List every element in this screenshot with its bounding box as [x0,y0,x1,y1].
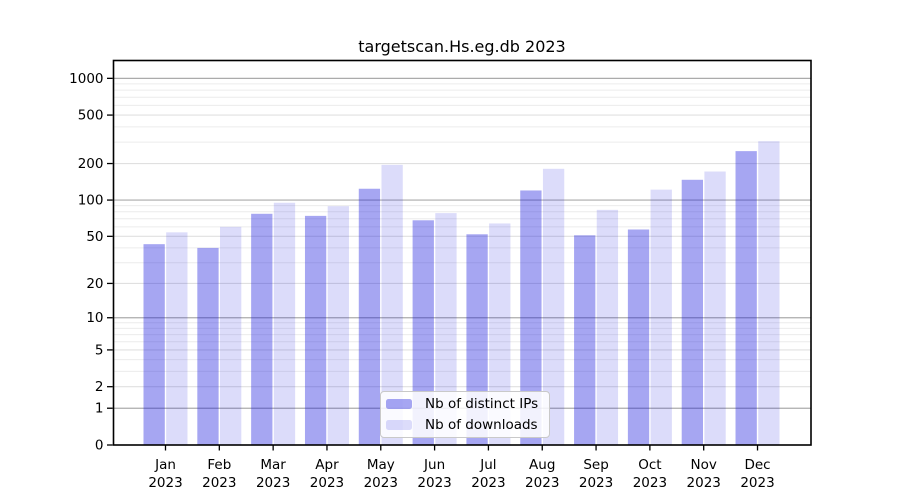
bar-nb-of-downloads-nov [704,171,726,445]
x-tick-label-year-jul: 2023 [471,475,505,491]
y-tick-label-5: 5 [95,342,104,358]
legend-item-downloads: Nb of downloads [386,417,549,434]
x-tick-label-month-oct: Oct [638,457,661,473]
x-tick-label-year-nov: 2023 [687,475,721,491]
bar-nb-of-downloads-aug [542,168,565,445]
x-tick-label-year-sep: 2023 [579,475,613,491]
x-tick-label-month-jul: Jul [479,457,496,473]
bar-nb-of-distinct-ips-apr [304,215,327,445]
x-tick-label-year-apr: 2023 [310,475,344,491]
bar-nb-of-downloads-may [381,164,403,445]
x-tick-label-year-jan: 2023 [148,475,182,491]
bar-nb-of-downloads-oct [650,189,672,445]
bar-nb-of-downloads-jul [489,223,511,445]
bar-nb-of-distinct-ips-jan [143,244,165,445]
bar-nb-of-downloads-dec [758,141,780,445]
bar-nb-of-downloads-sep [596,209,619,445]
x-tick-label-month-may: May [367,457,395,473]
y-tick-label-0: 0 [95,438,104,454]
y-tick-label-2: 2 [95,379,104,395]
bar-nb-of-downloads-mar [273,202,296,445]
bar-nb-of-distinct-ips-mar [251,213,273,445]
bar-nb-of-downloads-feb [220,226,242,445]
x-tick-label-year-mar: 2023 [256,475,290,491]
bar-nb-of-distinct-ips-dec [735,151,757,445]
x-tick-label-month-jan: Jan [154,457,176,473]
x-tick-label-year-aug: 2023 [525,475,559,491]
x-tick-label-year-jun: 2023 [417,475,451,491]
legend-item-distinct-ips: Nb of distinct IPs [386,396,549,413]
bar-nb-of-distinct-ips-nov [681,179,703,445]
x-tick-label-month-feb: Feb [207,457,231,473]
bar-nb-of-downloads-apr [327,206,349,445]
y-tick-label-500: 500 [78,108,104,124]
bar-nb-of-distinct-ips-may [358,188,381,445]
x-tick-label-month-mar: Mar [260,457,286,473]
bar-nb-of-distinct-ips-feb [197,247,219,445]
chart-title: targetscan.Hs.eg.db 2023 [358,37,566,56]
y-tick-label-1: 1 [95,401,104,417]
bar-nb-of-distinct-ips-aug [520,190,542,445]
legend-label-downloads: Nb of downloads [425,416,538,433]
legend-swatch-distinct-ips-icon [386,399,412,409]
x-tick-label-year-feb: 2023 [202,475,236,491]
plot-frame [112,59,812,446]
x-tick-label-month-sep: Sep [583,457,608,473]
bar-nb-of-distinct-ips-sep [574,235,596,445]
x-tick-label-month-jun: Jun [423,457,445,473]
y-tick-label-100: 100 [78,193,104,209]
x-tick-label-month-nov: Nov [691,457,717,473]
y-tick-label-1000: 1000 [69,71,103,87]
x-tick-label-year-oct: 2023 [633,475,667,491]
legend-label-distinct-ips: Nb of distinct IPs [425,395,539,412]
x-tick-label-year-dec: 2023 [740,475,774,491]
bar-nb-of-downloads-jun [435,213,457,445]
y-tick-label-50: 50 [86,229,103,245]
y-tick-label-10: 10 [86,310,103,326]
x-tick-label-month-apr: Apr [315,457,339,473]
x-tick-label-year-may: 2023 [364,475,398,491]
legend: Nb of distinct IPs Nb of downloads [380,391,550,438]
legend-swatch-downloads-icon [386,420,412,430]
y-tick-label-20: 20 [86,276,103,292]
bar-nb-of-distinct-ips-jun [412,220,434,445]
x-tick-label-month-aug: Aug [529,457,555,473]
x-tick-label-month-dec: Dec [744,457,770,473]
bar-nb-of-downloads-jan [166,232,188,445]
bar-nb-of-distinct-ips-oct [627,229,650,445]
y-tick-label-200: 200 [78,156,104,172]
